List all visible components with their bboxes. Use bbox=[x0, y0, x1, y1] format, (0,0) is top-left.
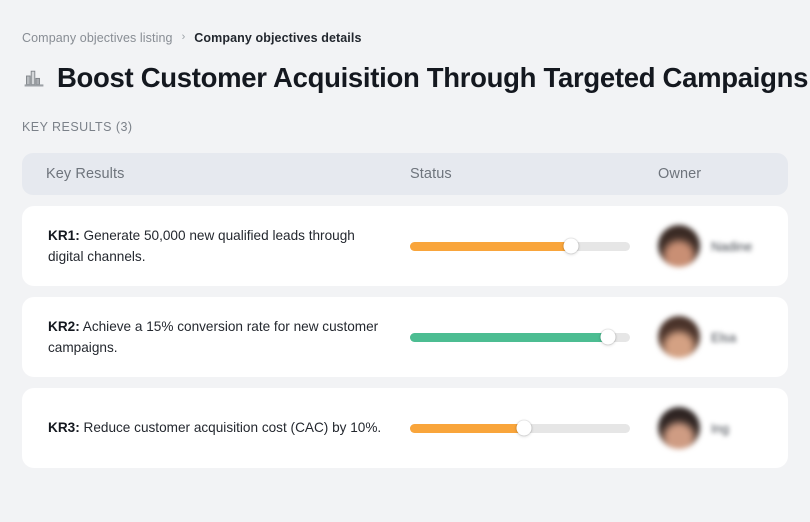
avatar bbox=[658, 225, 700, 267]
progress-thumb[interactable] bbox=[516, 420, 532, 436]
owner-name: Elsa bbox=[711, 329, 737, 345]
progress-track[interactable] bbox=[410, 420, 630, 436]
key-results-table: Key Results Status Owner KR1: Generate 5… bbox=[22, 153, 788, 468]
column-header-key-results: Key Results bbox=[46, 166, 125, 182]
breadcrumb-current: Company objectives details bbox=[194, 31, 362, 45]
table-row[interactable]: KR1: Generate 50,000 new qualified leads… bbox=[22, 206, 788, 286]
progress-thumb[interactable] bbox=[563, 238, 579, 254]
key-result-code: KR1: bbox=[48, 227, 80, 243]
bar-chart-icon bbox=[24, 70, 44, 87]
status-cell bbox=[410, 236, 658, 256]
key-result-text: Achieve a 15% conversion rate for new cu… bbox=[48, 318, 379, 355]
table-header-row: Key Results Status Owner bbox=[22, 153, 788, 195]
status-cell bbox=[410, 327, 658, 347]
key-result-description: KR1: Generate 50,000 new qualified leads… bbox=[22, 225, 410, 267]
page-title: Boost Customer Acquisition Through Targe… bbox=[57, 62, 809, 94]
avatar bbox=[658, 407, 700, 449]
key-result-description: KR3: Reduce customer acquisition cost (C… bbox=[22, 417, 410, 438]
avatar bbox=[658, 316, 700, 358]
progress-fill bbox=[410, 332, 608, 342]
owner-name: Nadine bbox=[711, 238, 753, 254]
progress-fill bbox=[410, 423, 525, 433]
page-title-row: Boost Customer Acquisition Through Targe… bbox=[22, 58, 808, 98]
owner-cell: Nadine bbox=[658, 225, 788, 267]
owner-cell: Ing bbox=[658, 407, 788, 449]
key-result-code: KR3: bbox=[48, 420, 80, 436]
breadcrumb-parent-link[interactable]: Company objectives listing bbox=[22, 31, 173, 45]
owner-cell: Elsa bbox=[658, 316, 788, 358]
table-row[interactable]: KR3: Reduce customer acquisition cost (C… bbox=[22, 388, 788, 468]
status-cell bbox=[410, 418, 658, 438]
table-row[interactable]: KR2: Achieve a 15% conversion rate for n… bbox=[22, 297, 788, 377]
key-result-text: Reduce customer acquisition cost (CAC) b… bbox=[79, 420, 382, 436]
progress-thumb[interactable] bbox=[600, 329, 616, 345]
chevron-right-icon: › bbox=[181, 30, 186, 43]
key-result-code: KR2: bbox=[48, 318, 80, 334]
column-header-status: Status bbox=[410, 166, 452, 182]
progress-fill bbox=[410, 241, 571, 251]
owner-name: Ing bbox=[711, 420, 730, 436]
key-result-description: KR2: Achieve a 15% conversion rate for n… bbox=[22, 316, 410, 358]
progress-track[interactable] bbox=[410, 329, 630, 345]
breadcrumb: Company objectives listing › Company obj… bbox=[22, 0, 788, 45]
column-header-owner: Owner bbox=[658, 166, 702, 182]
key-result-text: Generate 50,000 new qualified leads thro… bbox=[48, 227, 355, 264]
key-results-count-label: KEY RESULTS (3) bbox=[22, 120, 133, 134]
progress-track[interactable] bbox=[410, 238, 630, 254]
